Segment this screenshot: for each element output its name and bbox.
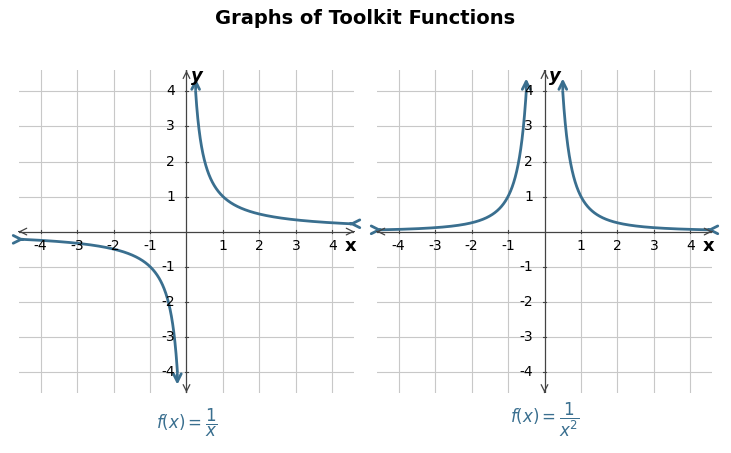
Text: -4: -4 [162,365,175,379]
Text: 2: 2 [524,154,533,169]
Text: 4: 4 [686,239,695,253]
Text: 1: 1 [524,189,533,203]
Text: 2: 2 [166,154,175,169]
Text: 3: 3 [292,239,300,253]
Text: -2: -2 [519,294,533,308]
Text: -2: -2 [107,239,121,253]
Text: -3: -3 [428,239,442,253]
Text: -1: -1 [143,239,157,253]
Text: -1: -1 [161,260,175,274]
Text: 2: 2 [255,239,264,253]
Text: 4: 4 [524,84,533,98]
Text: 4: 4 [328,239,337,253]
Text: 1: 1 [577,239,586,253]
Text: x: x [345,237,357,255]
Text: 3: 3 [524,120,533,134]
Text: -2: -2 [162,294,175,308]
Text: 2: 2 [613,239,622,253]
Text: Graphs of Toolkit Functions: Graphs of Toolkit Functions [216,9,515,28]
Text: -2: -2 [465,239,478,253]
Text: y: y [549,67,561,85]
Text: $f(x) = \dfrac{1}{x}$: $f(x) = \dfrac{1}{x}$ [156,407,217,439]
Text: $f(x) = \dfrac{1}{x^2}$: $f(x) = \dfrac{1}{x^2}$ [510,401,580,439]
Text: 3: 3 [650,239,659,253]
Text: -1: -1 [501,239,515,253]
Text: -4: -4 [519,365,533,379]
Text: 4: 4 [166,84,175,98]
Text: -1: -1 [519,260,533,274]
Text: -4: -4 [34,239,48,253]
Text: y: y [191,67,202,85]
Text: 1: 1 [219,239,227,253]
Text: x: x [703,237,714,255]
Text: -3: -3 [70,239,84,253]
Text: -3: -3 [519,330,533,344]
Text: -3: -3 [162,330,175,344]
Text: 1: 1 [166,189,175,203]
Text: 3: 3 [166,120,175,134]
Text: -4: -4 [392,239,406,253]
